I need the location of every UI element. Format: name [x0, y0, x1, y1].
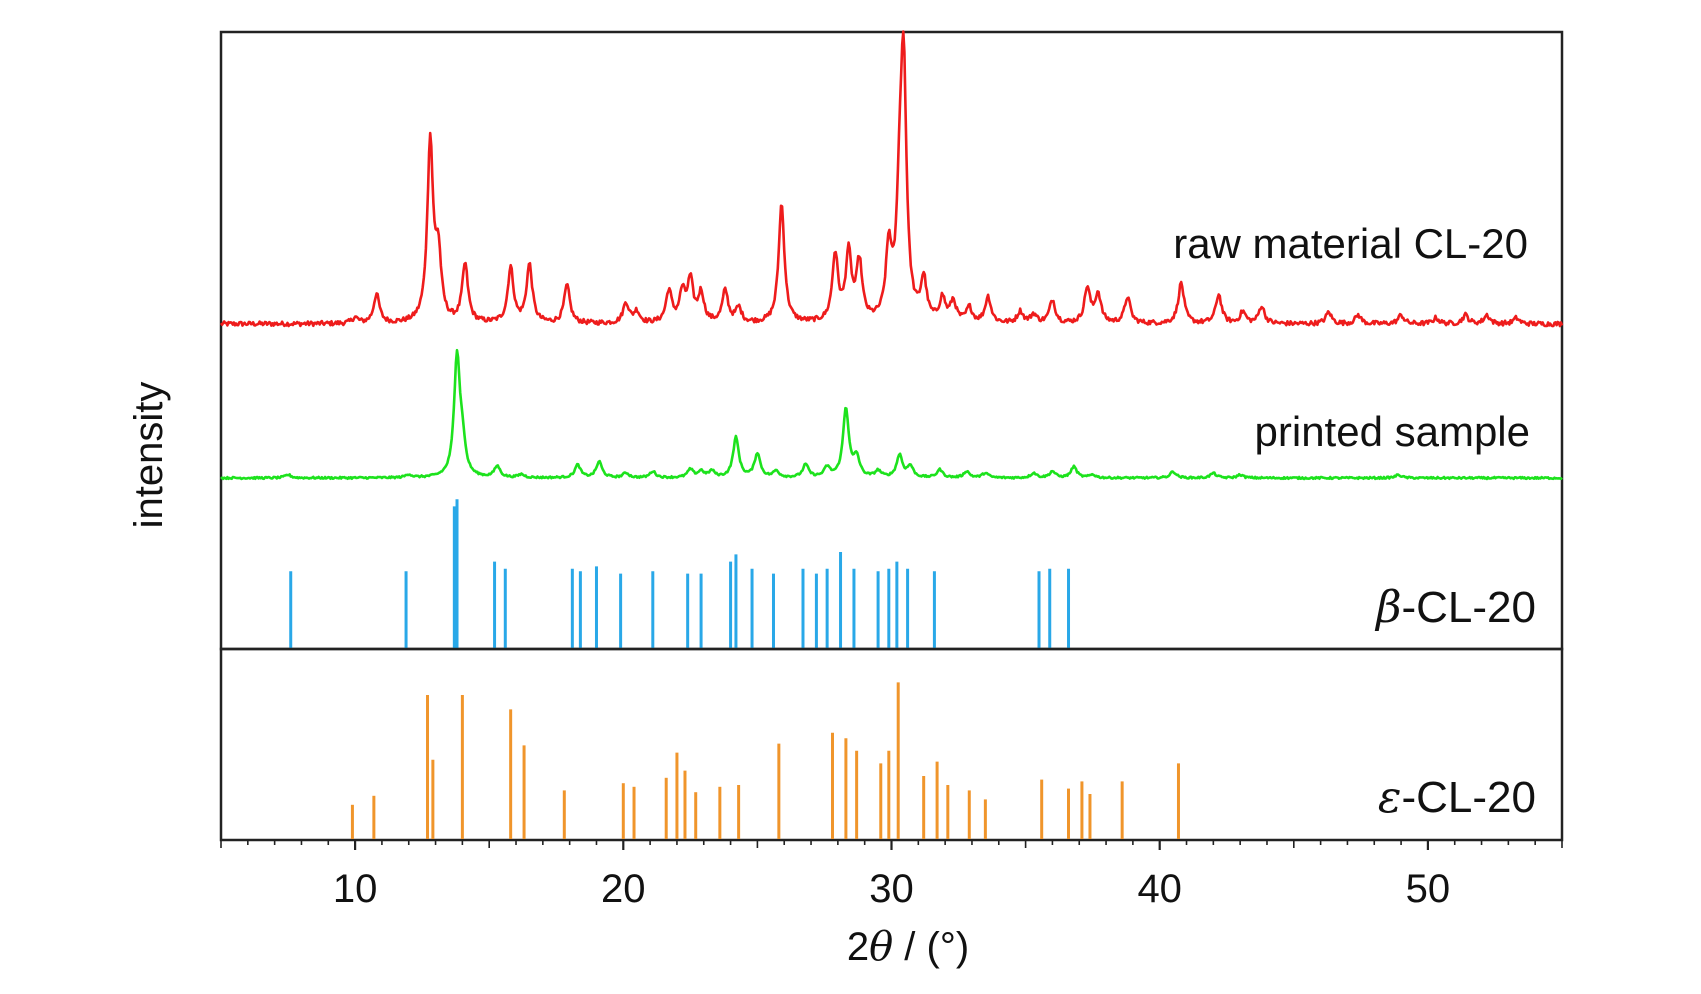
beta-symbol: β: [1374, 582, 1401, 633]
series-line-raw-material: [219, 30, 1564, 328]
series-label-beta-cl20: β-CL-20: [1374, 582, 1536, 633]
x-axis-label-theta: θ: [869, 924, 893, 970]
epsilon-symbol: ε: [1378, 772, 1402, 823]
lower-panel-frame: [219, 647, 1564, 842]
series-label-raw-material: raw material CL-20: [1173, 220, 1528, 267]
x-tick-label-20: 20: [601, 867, 646, 911]
x-axis-label-suffix: / (°): [893, 925, 969, 969]
lower-panel: [219, 647, 1564, 842]
beta-label-text: -CL-20: [1402, 583, 1537, 632]
upper-panel-frame: [219, 30, 1564, 651]
x-axis-label: 2θ / (°): [847, 924, 969, 970]
x-axis-label-prefix: 2: [847, 925, 869, 969]
series-label-printed-sample: printed sample: [1255, 408, 1530, 455]
x-tick-label-40: 40: [1137, 867, 1182, 911]
series-label-epsilon-cl20: ε-CL-20: [1378, 772, 1536, 823]
x-tick-label-10: 10: [333, 867, 378, 911]
x-tick-label-50: 50: [1406, 867, 1451, 911]
epsilon-label-text: -CL-20: [1402, 773, 1537, 822]
y-axis-label: intensity: [127, 382, 171, 529]
series-line-printed-sample: [220, 348, 1563, 481]
x-tick-label-30: 30: [869, 867, 914, 911]
x-axis: 10 20 30 40 50: [220, 840, 1563, 911]
upper-panel: [219, 30, 1564, 651]
